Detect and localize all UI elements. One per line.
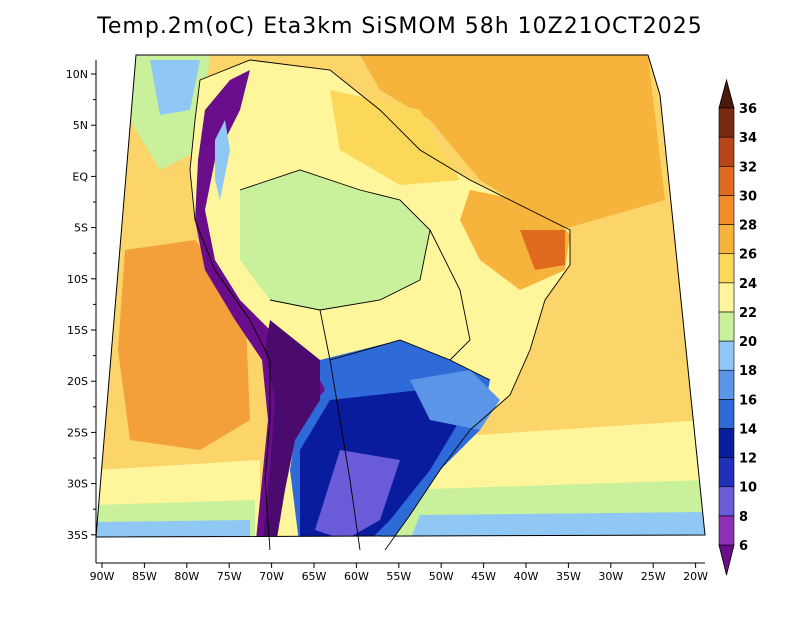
lat-tick-label: 35S [67, 529, 88, 542]
lon-tick-label: 35W [556, 570, 581, 583]
colorbar-segment [718, 282, 735, 313]
lon-tick-label: 45W [471, 570, 496, 583]
lon-tick-label: 30W [598, 570, 623, 583]
colorbar-segment [718, 369, 735, 400]
pampas-cold-zone [315, 450, 400, 537]
colorbar-level-label: 36 [739, 102, 757, 117]
colorbar-level-label: 10 [739, 481, 757, 496]
colorbar-level-label: 20 [739, 335, 757, 350]
amazon-region [240, 170, 430, 310]
colorbar-level-label: 26 [739, 248, 757, 263]
colorbar-level-label: 28 [739, 219, 757, 234]
central-america-zone [150, 60, 200, 115]
colorbar-segment [718, 224, 735, 254]
lon-tick-label: 60W [344, 570, 369, 583]
lat-tick-label: 15S [67, 324, 88, 337]
colorbar-segment [718, 107, 735, 138]
atlantic-warm-zone [360, 55, 665, 230]
colorbar-segment [718, 457, 735, 488]
altiplano-cold-zone [262, 320, 320, 537]
colorbar-level-label: 6 [739, 539, 748, 554]
lat-tick-label: 20S [67, 375, 88, 388]
colorbar-level-label: 18 [739, 364, 757, 379]
lon-axis: 90W 85W 80W 75W 70W 65W 60W 55W 50W 45W 40W 35W 30W 2… [90, 60, 708, 583]
colorbar-level-label: 22 [739, 306, 757, 321]
south-atlantic-band-3 [410, 512, 705, 537]
central-brazil-border [429, 229, 471, 361]
lat-tick-label: 25S [67, 426, 88, 439]
southern-border [329, 339, 491, 381]
map-title: Temp.2m(oC) Eta3km SiSMOM 58h 10Z21OCT20… [97, 14, 703, 39]
colorbar-segment [718, 311, 735, 342]
colorbar-level-label: 30 [739, 189, 757, 204]
guiana-region [330, 90, 460, 185]
colorbar-level-label: 8 [739, 510, 748, 525]
northeast-hotspot [520, 230, 565, 270]
south-pacific-band-3 [96, 520, 250, 537]
lon-tick-label: 75W [217, 570, 242, 583]
lon-tick-label: 65W [302, 570, 327, 583]
colorbar-level-label: 34 [739, 131, 757, 146]
colorbar-segment [718, 195, 735, 225]
lon-tick-label: 55W [386, 570, 411, 583]
lon-tick-label: 90W [90, 570, 115, 583]
lat-tick-label: EQ [72, 170, 88, 183]
lon-tick-label: 40W [514, 570, 539, 583]
lon-tick-label: 80W [174, 570, 199, 583]
colorbar-segment [718, 428, 735, 458]
lon-tick-label: 25W [641, 570, 666, 583]
argentina-border [319, 309, 361, 551]
domain-outline [95, 54, 706, 538]
lat-tick-label: 30S [67, 478, 88, 491]
colorbar-level-label: 16 [739, 393, 757, 408]
colorbar-segment [718, 253, 735, 284]
colorbar-max-arrow [718, 78, 735, 109]
colorbar-level-label: 24 [739, 277, 757, 292]
lat-tick-label: 5S [74, 222, 88, 235]
lat-tick-label: 5N [73, 119, 88, 132]
lat-tick-label: 10N [66, 68, 88, 81]
temperature-field [96, 55, 705, 537]
colorbar-segment [718, 486, 735, 517]
lon-tick-label: 50W [429, 570, 454, 583]
colorbar-segment [718, 515, 735, 546]
southeast-brazil-zone [410, 370, 500, 430]
pacific-warm-zone [118, 240, 250, 450]
colorbar-min-arrow [718, 544, 735, 576]
pacific-coastline [189, 79, 271, 551]
lon-tick-label: 20W [683, 570, 708, 583]
lat-tick-label: 10S [67, 273, 88, 286]
colorbar-level-label: 32 [739, 160, 757, 175]
borders [189, 59, 571, 551]
atlantic-coastline [199, 59, 571, 551]
lon-tick-label: 85W [132, 570, 157, 583]
colorbar: 6 8 10 12 14 16 18 20 22 24 26 28 30 32 34 36 [718, 78, 757, 576]
colorbar-segment [718, 340, 735, 371]
colorbar-segment [718, 165, 735, 196]
andes-north-zone [215, 120, 230, 200]
colorbar-segment [718, 399, 735, 429]
colorbar-level-label: 14 [739, 422, 757, 437]
lat-axis: 10N 5N EQ 5S 10S 15S 20S 25S 30S 35S [66, 68, 96, 542]
colorbar-level-label: 12 [739, 452, 757, 467]
lon-tick-label: 70W [259, 570, 284, 583]
colorbar-segment [718, 136, 735, 167]
